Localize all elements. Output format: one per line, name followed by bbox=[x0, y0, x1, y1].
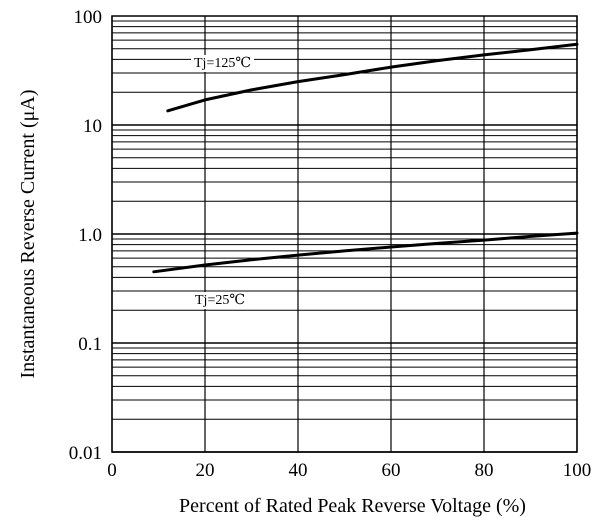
y-axis: 100 10 1.0 0.1 0.01 bbox=[69, 7, 102, 464]
y-tick-label: 100 bbox=[74, 7, 103, 28]
series-label-25: Tj=25℃ bbox=[195, 293, 245, 308]
series-line bbox=[166, 42, 579, 113]
grid bbox=[111, 16, 578, 453]
x-tick-label: 20 bbox=[196, 460, 215, 481]
series-label-bg-125 bbox=[191, 55, 254, 72]
x-tick-label: 40 bbox=[289, 460, 308, 481]
x-tick-label: 80 bbox=[475, 460, 494, 481]
x-tick-label: 0 bbox=[107, 460, 117, 481]
series-label-bg-25 bbox=[192, 292, 248, 309]
x-tick-label: 100 bbox=[563, 460, 592, 481]
series-line bbox=[152, 231, 579, 274]
x-axis-label: Percent of Rated Peak Reverse Voltage (%… bbox=[179, 495, 526, 517]
y-tick-label: 1.0 bbox=[78, 225, 102, 246]
series-label-125: Tj=125℃ bbox=[194, 56, 251, 71]
x-tick-label: 60 bbox=[382, 460, 401, 481]
y-axis-label: Instantaneous Reverse Current (μA) bbox=[17, 90, 39, 379]
y-tick-label: 0.1 bbox=[78, 334, 102, 355]
y-tick-label: 0.01 bbox=[69, 443, 102, 464]
series-group bbox=[152, 42, 579, 274]
y-tick-label: 10 bbox=[83, 116, 102, 137]
x-axis: 0 20 40 60 80 100 bbox=[107, 460, 591, 481]
